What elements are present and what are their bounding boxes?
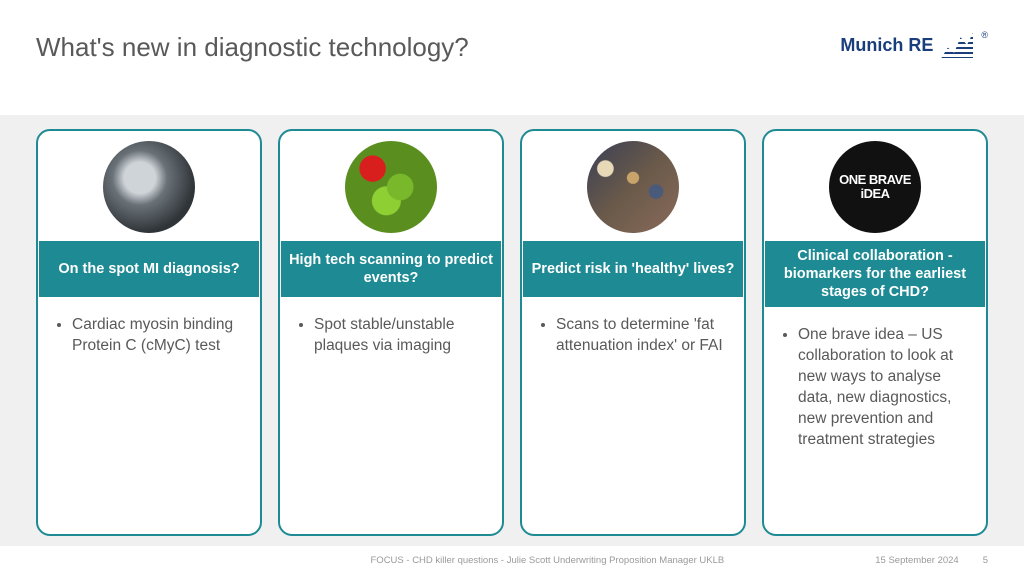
brand-mark-icon: [941, 32, 973, 58]
card-body: Spot stable/unstable plaques via imaging: [280, 297, 502, 534]
brand-logo: Munich RE ®: [840, 32, 988, 58]
card-collaboration: ONE BRAVE iDEA Clinical collaboration - …: [762, 129, 988, 536]
page-number: 5: [983, 555, 988, 566]
card-heading: Clinical collaboration - biomarkers for …: [765, 241, 985, 307]
xray-image-icon: [103, 141, 195, 233]
card-bullet: Scans to determine 'fat attenuation inde…: [556, 315, 734, 357]
header: What's new in diagnostic technology? Mun…: [0, 0, 1024, 110]
card-bullet: Spot stable/unstable plaques via imaging: [314, 315, 492, 357]
card-heading: On the spot MI diagnosis?: [39, 241, 259, 297]
slide: What's new in diagnostic technology? Mun…: [0, 0, 1024, 576]
apples-image-icon: [345, 141, 437, 233]
brand-name: Munich RE: [840, 35, 933, 56]
body-area: On the spot MI diagnosis? Cardiac myosin…: [0, 115, 1024, 546]
footer: FOCUS - CHD killer questions - Julie Sco…: [0, 550, 1024, 570]
page-title: What's new in diagnostic technology?: [36, 32, 469, 63]
card-bullet: Cardiac myosin binding Protein C (cMyC) …: [72, 315, 250, 357]
card-body: Cardiac myosin binding Protein C (cMyC) …: [38, 297, 260, 534]
card-body: One brave idea – US collaboration to loo…: [764, 307, 986, 534]
card-scanning: High tech scanning to predict events? Sp…: [278, 129, 504, 536]
cards-row: On the spot MI diagnosis? Cardiac myosin…: [36, 129, 988, 536]
registered-icon: ®: [981, 30, 988, 40]
card-mi-diagnosis: On the spot MI diagnosis? Cardiac myosin…: [36, 129, 262, 536]
footer-caption: FOCUS - CHD killer questions - Julie Sco…: [371, 555, 725, 566]
crowd-image-icon: [587, 141, 679, 233]
card-heading: Predict risk in 'healthy' lives?: [523, 241, 743, 297]
footer-date: 15 September 2024: [875, 555, 958, 566]
one-brave-idea-logo-icon: ONE BRAVE iDEA: [829, 141, 921, 233]
card-bullet: One brave idea – US collaboration to loo…: [798, 325, 976, 451]
card-predict-risk: Predict risk in 'healthy' lives? Scans t…: [520, 129, 746, 536]
brave-logo-text: ONE BRAVE iDEA: [829, 173, 921, 200]
card-body: Scans to determine 'fat attenuation inde…: [522, 297, 744, 534]
card-heading: High tech scanning to predict events?: [281, 241, 501, 297]
